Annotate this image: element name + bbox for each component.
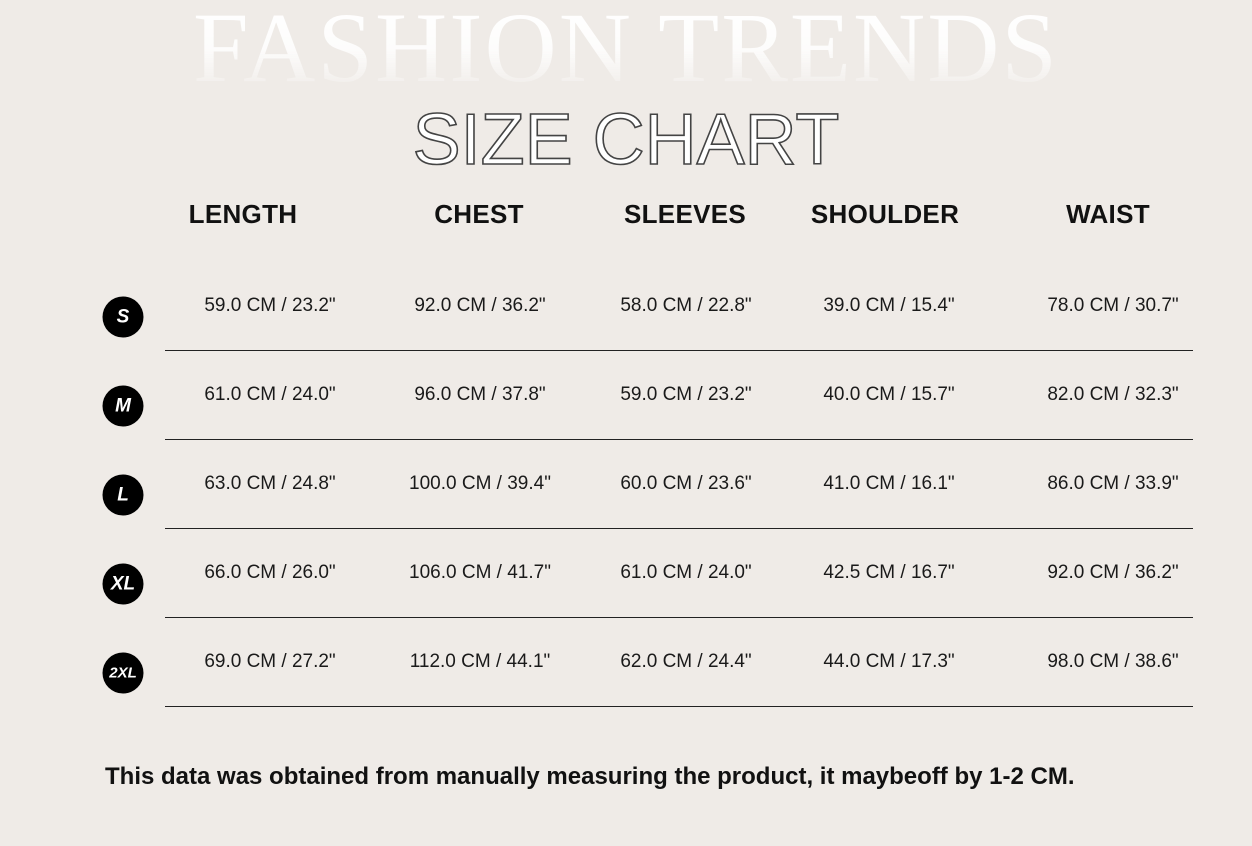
column-header-waist: WAIST (1066, 199, 1150, 229)
page-title: SIZE CHART (412, 99, 840, 181)
row-divider (165, 350, 1193, 352)
row-divider (165, 528, 1193, 530)
table-cell-chest: 112.0 CM / 44.1" (409, 651, 551, 672)
column-header-sleeves: SLEEVES (623, 199, 747, 229)
table-cell-length: 61.0 CM / 24.0" (204, 384, 336, 405)
row-divider (165, 706, 1193, 708)
size-badge-m: M (102, 385, 144, 427)
column-header-shoulder: SHOULDER (810, 199, 960, 229)
table-cell-waist: 92.0 CM / 36.2" (1047, 562, 1179, 583)
table-cell-length: 59.0 CM / 23.2" (204, 295, 336, 316)
table-cell-chest: 96.0 CM / 37.8" (414, 384, 546, 405)
table-cell-waist: 82.0 CM / 32.3" (1047, 384, 1179, 405)
table-cell-sleeves: 58.0 CM / 22.8" (620, 295, 752, 316)
column-header-length: LENGTH (188, 199, 298, 229)
table-cell-chest: 100.0 CM / 39.4" (409, 473, 551, 494)
table-cell-waist: 86.0 CM / 33.9" (1047, 473, 1179, 494)
table-cell-shoulder: 42.5 CM / 16.7" (823, 562, 955, 583)
table-cell-sleeves: 59.0 CM / 23.2" (620, 384, 752, 405)
table-cell-shoulder: 40.0 CM / 15.7" (823, 384, 955, 405)
size-badge-l: L (102, 474, 144, 516)
table-cell-shoulder: 41.0 CM / 16.1" (823, 473, 955, 494)
row-divider (165, 439, 1193, 441)
background-watermark-title: FASHION TRENDS (0, 0, 1252, 98)
table-cell-waist: 98.0 CM / 38.6" (1047, 651, 1179, 672)
table-cell-shoulder: 39.0 CM / 15.4" (823, 295, 955, 316)
size-badge-s: S (102, 296, 144, 338)
table-cell-length: 63.0 CM / 24.8" (204, 473, 336, 494)
table-cell-sleeves: 61.0 CM / 24.0" (620, 562, 752, 583)
measurement-note: This data was obtained from manually mea… (105, 763, 1075, 790)
table-cell-chest: 106.0 CM / 41.7" (409, 562, 551, 583)
row-divider (165, 617, 1193, 619)
table-cell-length: 66.0 CM / 26.0" (204, 562, 336, 583)
size-badge-xl: XL (102, 563, 144, 605)
table-cell-shoulder: 44.0 CM / 17.3" (823, 651, 955, 672)
column-header-chest: CHEST (434, 199, 524, 229)
size-badge-2xl: 2XL (102, 652, 144, 694)
table-cell-length: 69.0 CM / 27.2" (204, 651, 336, 672)
table-cell-sleeves: 60.0 CM / 23.6" (620, 473, 752, 494)
table-cell-sleeves: 62.0 CM / 24.4" (620, 651, 752, 672)
table-cell-waist: 78.0 CM / 30.7" (1047, 295, 1179, 316)
table-cell-chest: 92.0 CM / 36.2" (414, 295, 546, 316)
